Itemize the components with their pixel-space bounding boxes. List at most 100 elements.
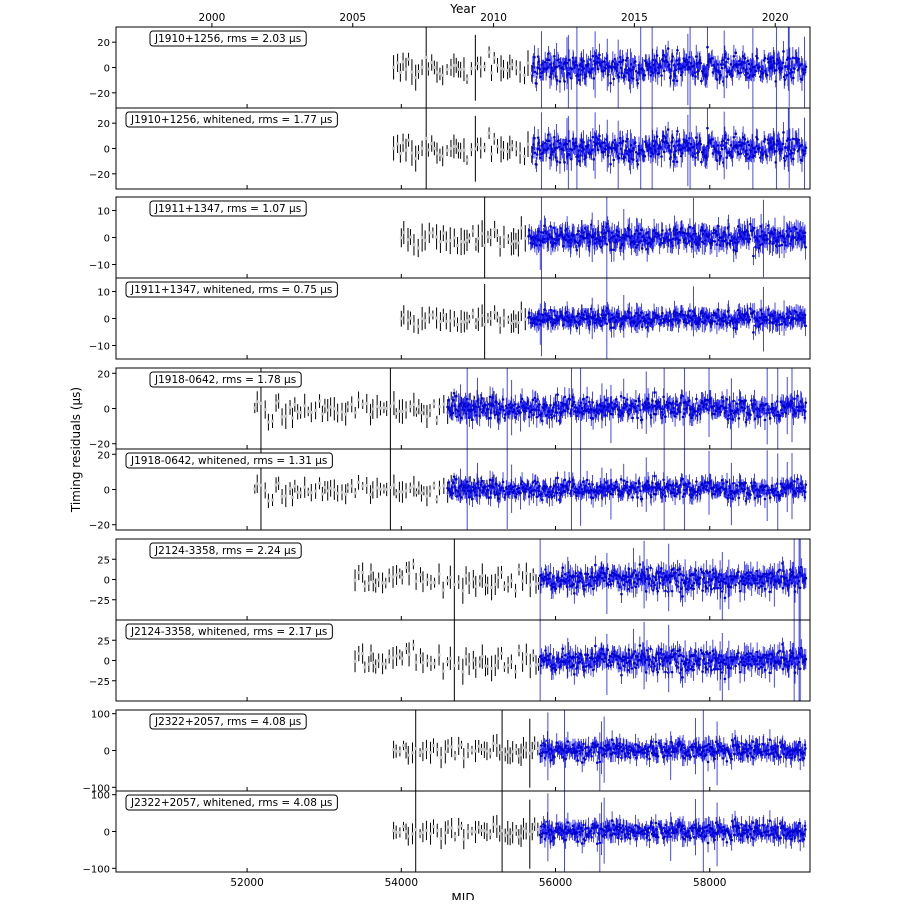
y-tick-label: 20: [97, 38, 110, 49]
data-point: [433, 66, 436, 69]
data-point: [610, 401, 613, 404]
data-point: [293, 403, 296, 406]
data-point: [520, 310, 523, 313]
data-point: [733, 136, 736, 139]
data-point: [604, 148, 607, 151]
data-point: [606, 322, 609, 325]
data-point: [764, 138, 767, 141]
y-tick-label: −20: [89, 89, 110, 100]
data-point: [451, 405, 454, 408]
data-point: [717, 225, 720, 228]
data-point: [558, 407, 561, 410]
data-point: [675, 140, 678, 143]
data-point: [559, 80, 562, 83]
data-point: [784, 241, 787, 244]
data-point: [310, 411, 313, 414]
data-point: [661, 312, 664, 315]
data-point: [597, 68, 600, 71]
data-point: [549, 404, 552, 407]
data-point: [487, 408, 490, 411]
data-point: [455, 64, 458, 67]
data-point: [784, 78, 787, 81]
data-point: [717, 63, 720, 66]
data-point: [675, 59, 678, 62]
data-point: [354, 411, 357, 414]
data-point: [449, 147, 452, 150]
data-point: [577, 230, 580, 233]
data-point: [603, 150, 606, 153]
data-point: [756, 57, 759, 60]
data-point: [749, 238, 752, 241]
data-point: [477, 237, 480, 240]
data-point: [762, 152, 765, 155]
data-point: [766, 74, 769, 77]
data-point: [687, 314, 690, 317]
data-point: [592, 417, 595, 420]
data-point: [589, 58, 592, 61]
data-point: [719, 155, 722, 158]
data-point: [555, 146, 558, 149]
data-point: [449, 66, 452, 69]
data-point: [531, 155, 534, 158]
data-point: [417, 70, 420, 73]
data-point: [792, 56, 795, 59]
data-point: [556, 411, 559, 414]
data-point: [773, 141, 776, 144]
data-point: [533, 137, 536, 140]
data-point: [660, 155, 663, 158]
data-point: [749, 318, 752, 321]
data-point: [389, 405, 392, 408]
data-point: [699, 143, 702, 146]
data-point: [563, 80, 566, 83]
data-point: [694, 75, 697, 78]
data-point: [539, 68, 542, 71]
data-point: [486, 317, 489, 320]
data-point: [460, 417, 463, 420]
data-point: [612, 159, 615, 162]
data-point: [603, 69, 606, 72]
data-point: [484, 404, 487, 407]
data-point: [721, 67, 724, 70]
data-point: [442, 232, 445, 235]
data-point: [587, 144, 590, 147]
data-point: [536, 153, 539, 156]
data-point: [392, 402, 395, 405]
data-point: [689, 66, 692, 69]
data-point: [568, 59, 571, 62]
data-point: [420, 411, 423, 414]
data-point: [551, 416, 554, 419]
data-point: [541, 420, 544, 423]
data-point: [539, 149, 542, 152]
data-point: [782, 50, 785, 53]
data-point: [674, 415, 677, 418]
data-point: [625, 152, 628, 155]
data-point: [507, 238, 510, 241]
data-point: [679, 411, 682, 414]
data-point: [649, 414, 652, 417]
data-point: [557, 58, 560, 61]
y-tick-label: 0: [104, 145, 110, 156]
data-point: [573, 401, 576, 404]
data-point: [267, 421, 270, 424]
data-point: [488, 51, 491, 54]
data-point: [745, 149, 748, 152]
data-point: [749, 414, 752, 417]
data-point: [476, 62, 479, 65]
data-point: [468, 318, 471, 321]
data-point: [488, 132, 491, 135]
data-point: [489, 236, 492, 239]
data-point: [548, 416, 551, 419]
data-point: [277, 400, 280, 403]
data-point: [672, 318, 675, 321]
data-point: [412, 322, 415, 325]
data-point: [453, 236, 456, 239]
data-point: [271, 420, 274, 423]
data-point: [284, 415, 287, 418]
data-point: [753, 310, 756, 313]
data-point: [782, 62, 785, 65]
data-point: [511, 144, 514, 147]
data-point: [556, 393, 559, 396]
data-point: [725, 410, 728, 413]
data-point: [685, 322, 688, 325]
data-point: [708, 315, 711, 318]
